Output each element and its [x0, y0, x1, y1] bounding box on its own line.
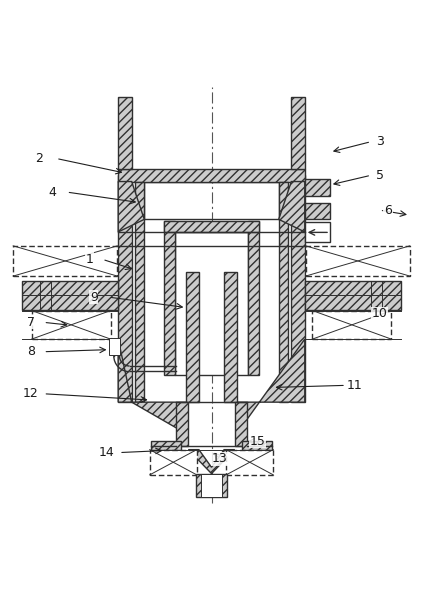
Bar	[305, 202, 330, 219]
Text: 2: 2	[35, 152, 43, 165]
Bar	[305, 222, 330, 242]
Bar	[291, 175, 305, 402]
Bar	[186, 272, 199, 402]
Text: 3: 3	[376, 135, 384, 148]
Text: 9: 9	[90, 291, 98, 304]
Text: 7: 7	[27, 316, 35, 329]
Bar	[150, 450, 197, 475]
Bar	[165, 221, 258, 232]
Text: 4: 4	[48, 185, 56, 199]
Polygon shape	[118, 339, 186, 434]
Bar	[22, 281, 118, 310]
Polygon shape	[279, 182, 305, 232]
Bar	[305, 179, 330, 196]
Bar	[151, 441, 181, 450]
Bar	[305, 281, 401, 310]
Bar	[201, 474, 222, 497]
Bar	[135, 182, 144, 402]
Text: 1: 1	[86, 253, 93, 266]
Bar	[226, 450, 273, 475]
Bar	[110, 338, 120, 355]
Bar	[306, 246, 410, 276]
Bar	[242, 441, 272, 450]
Text: 13: 13	[212, 453, 228, 466]
Bar	[118, 169, 305, 182]
Bar	[32, 310, 111, 339]
Bar	[175, 232, 248, 375]
Text: 14: 14	[99, 446, 114, 459]
Bar	[291, 97, 305, 169]
Bar	[196, 474, 227, 497]
Bar	[248, 221, 258, 375]
Text: 8: 8	[27, 345, 35, 358]
Bar	[235, 402, 247, 446]
Bar	[165, 221, 175, 375]
Bar	[176, 402, 188, 446]
Bar	[118, 175, 132, 402]
Polygon shape	[188, 450, 235, 474]
Polygon shape	[118, 182, 144, 232]
Text: 5: 5	[376, 169, 384, 182]
Polygon shape	[237, 339, 305, 434]
Bar	[118, 97, 132, 169]
Text: 12: 12	[23, 387, 38, 400]
Bar	[224, 272, 237, 402]
Text: 6: 6	[384, 204, 392, 217]
Bar	[279, 182, 288, 402]
Bar	[13, 246, 117, 276]
Text: 11: 11	[346, 379, 362, 392]
Text: 15: 15	[250, 435, 266, 448]
Text: 10: 10	[372, 307, 387, 320]
Bar	[312, 310, 391, 339]
